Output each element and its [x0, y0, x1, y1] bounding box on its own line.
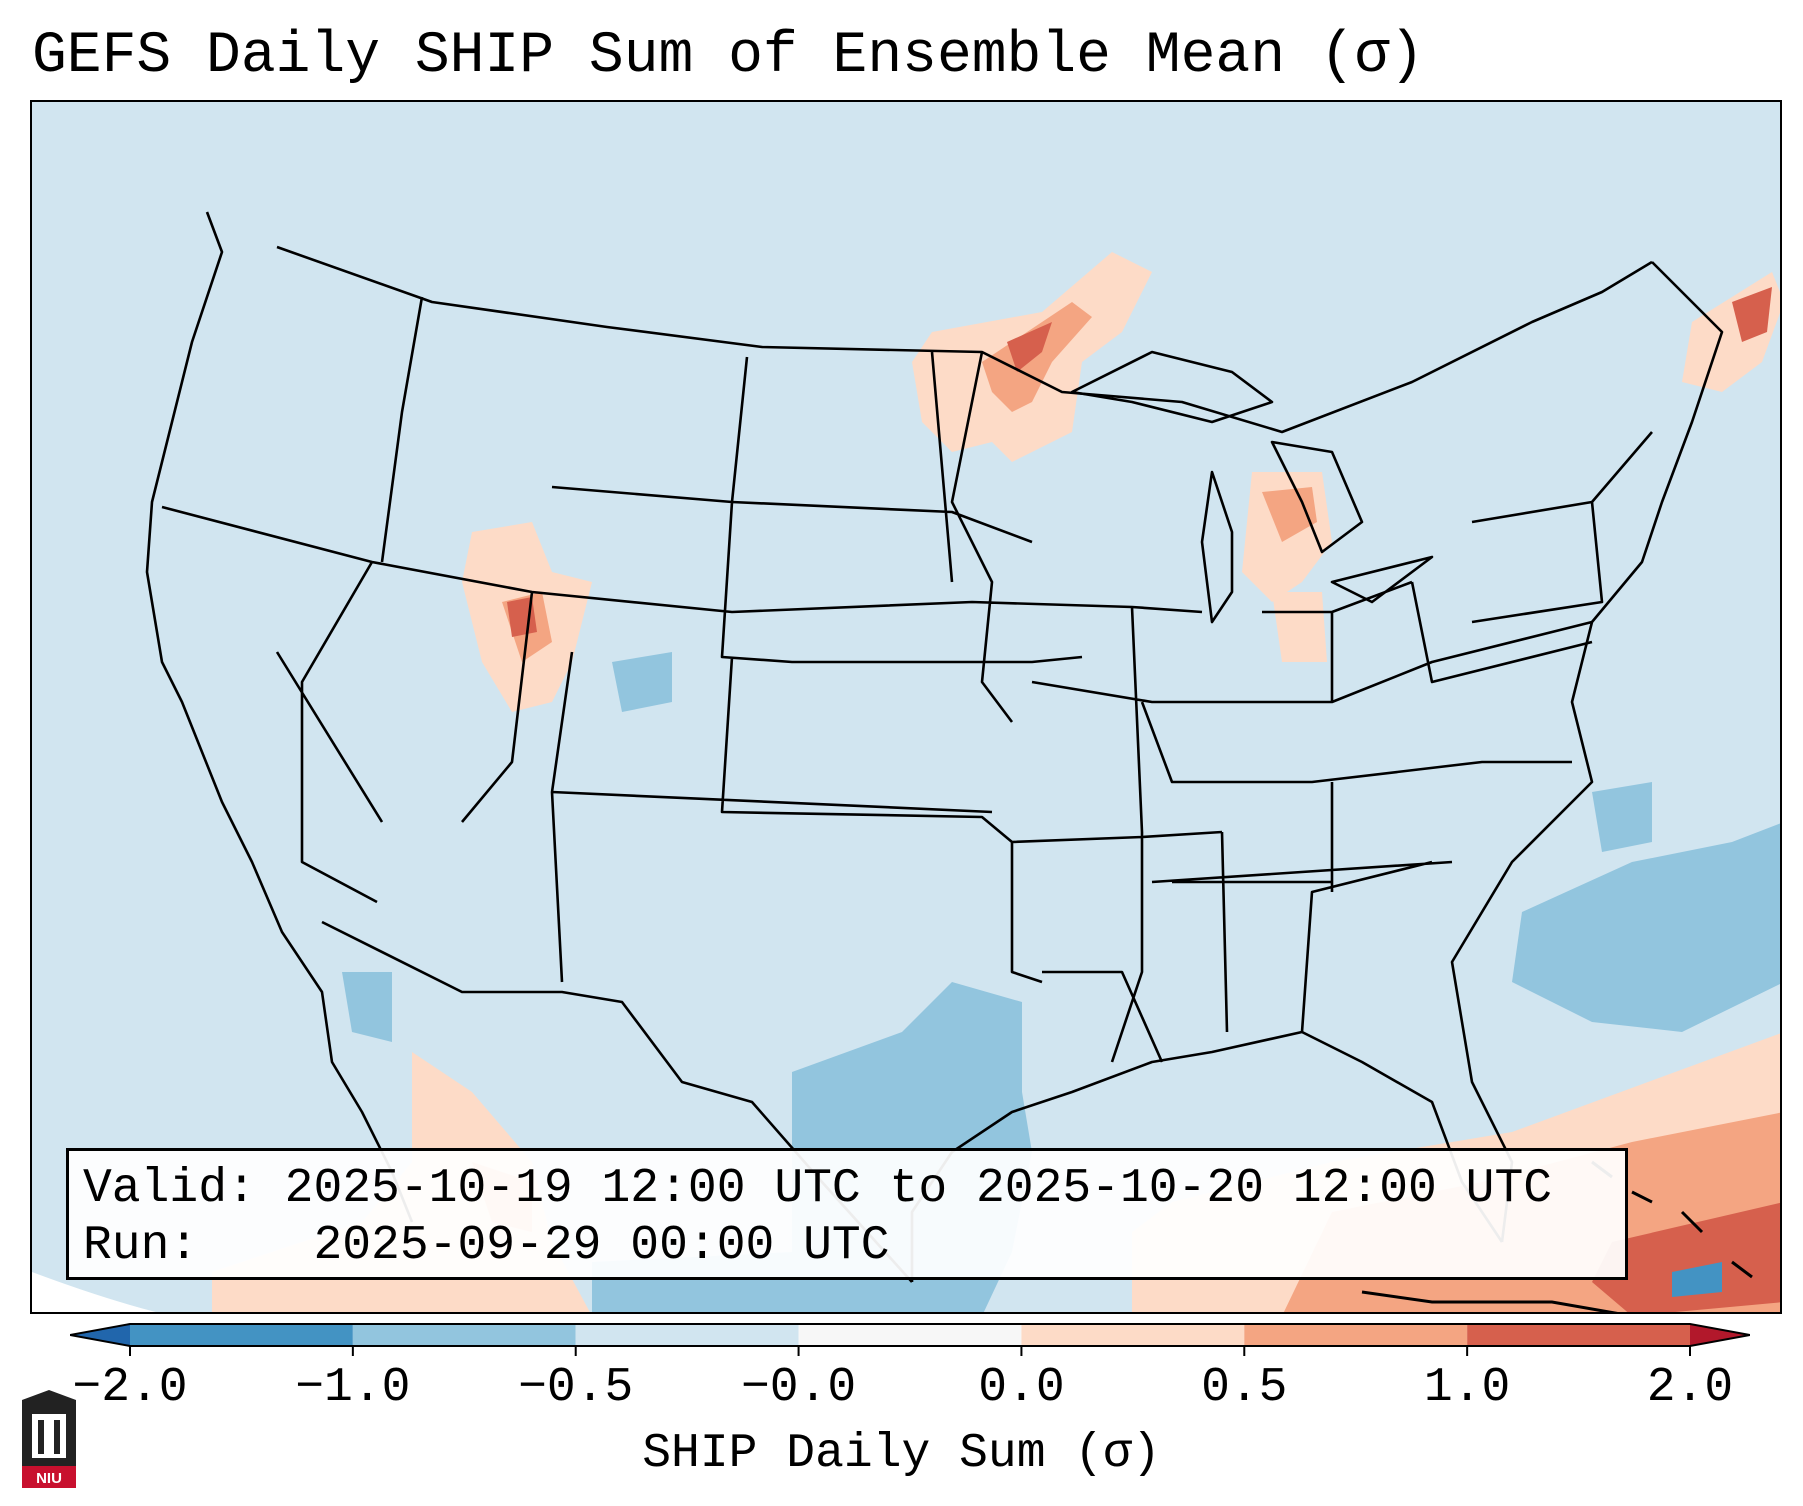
anomaly-michigan-core — [1262, 487, 1317, 542]
west-coastline — [145, 211, 414, 1223]
map-panel — [30, 100, 1782, 1314]
colorbar-label: SHIP Daily Sum (σ) — [642, 1427, 1161, 1481]
colorbar-segment — [575, 1324, 799, 1346]
colorbar-segment — [1021, 1324, 1245, 1346]
valid-label: Valid: — [83, 1162, 256, 1216]
colorbar — [70, 1323, 1750, 1356]
colorbar-extend-low — [70, 1324, 130, 1346]
colorbar-tick-label: −0.0 — [740, 1361, 857, 1415]
valid-value: 2025-10-19 12:00 UTC to 2025-10-20 12:00… — [284, 1162, 1553, 1216]
colorbar-segment — [1467, 1324, 1690, 1346]
colorbar-tick-label: −0.5 — [518, 1361, 634, 1415]
niu-tower-logo: NIU — [22, 1390, 76, 1488]
colorbar-tick-label: −1.0 — [295, 1361, 411, 1415]
colorbar-tick-label: 0.5 — [1201, 1361, 1288, 1415]
colorbar-segments — [70, 1323, 1750, 1356]
valid-run-info-box: Valid: 2025-10-19 12:00 UTC to 2025-10-2… — [66, 1148, 1628, 1280]
anomaly-colorado — [612, 652, 672, 712]
lake-erie — [1330, 555, 1434, 604]
anomaly-caribbean-peak — [1592, 1202, 1780, 1312]
lake-huron — [1270, 440, 1364, 554]
anomaly-upper-midwest-core — [982, 302, 1092, 412]
run-value: 2025-09-29 00:00 UTC — [313, 1219, 890, 1273]
anomaly-upper-midwest-peak — [1007, 322, 1052, 372]
anomaly-ohio — [1272, 592, 1327, 662]
colorbar-tick-label: 2.0 — [1646, 1361, 1734, 1415]
domain-edge — [32, 1272, 156, 1312]
east-coastline — [1450, 261, 1724, 1243]
state-lines — [161, 296, 1653, 1063]
lake-superior — [1070, 350, 1274, 424]
map-canvas — [32, 211, 1780, 1312]
colorbar-segment — [352, 1324, 576, 1346]
anomaly-cuba — [1672, 1262, 1722, 1297]
anomaly-atlantic-north — [1592, 782, 1652, 852]
colorbar-tick-label: 1.0 — [1423, 1361, 1511, 1415]
colorbar-segment — [1244, 1324, 1468, 1346]
canada-border — [276, 245, 1653, 434]
anomaly-baja — [342, 972, 392, 1042]
colorbar-segment — [798, 1324, 1022, 1346]
lake-michigan — [1200, 470, 1234, 624]
run-label: Run: — [83, 1219, 199, 1273]
anomaly-atlantic — [1512, 823, 1780, 1032]
cuba-coast — [1361, 1290, 1618, 1312]
colorbar-tick-label: 0.0 — [978, 1361, 1065, 1415]
colorbar-extend-high — [1690, 1324, 1750, 1346]
anomaly-utah-peak — [507, 597, 537, 637]
chart-title: GEFS Daily SHIP Sum of Ensemble Mean (σ) — [32, 24, 1425, 89]
logo-text: NIU — [36, 1470, 62, 1487]
colorbar-segment — [130, 1324, 353, 1346]
anomaly-new-england-core — [1732, 287, 1772, 342]
colorbar-tick-label: −2.0 — [72, 1361, 188, 1415]
